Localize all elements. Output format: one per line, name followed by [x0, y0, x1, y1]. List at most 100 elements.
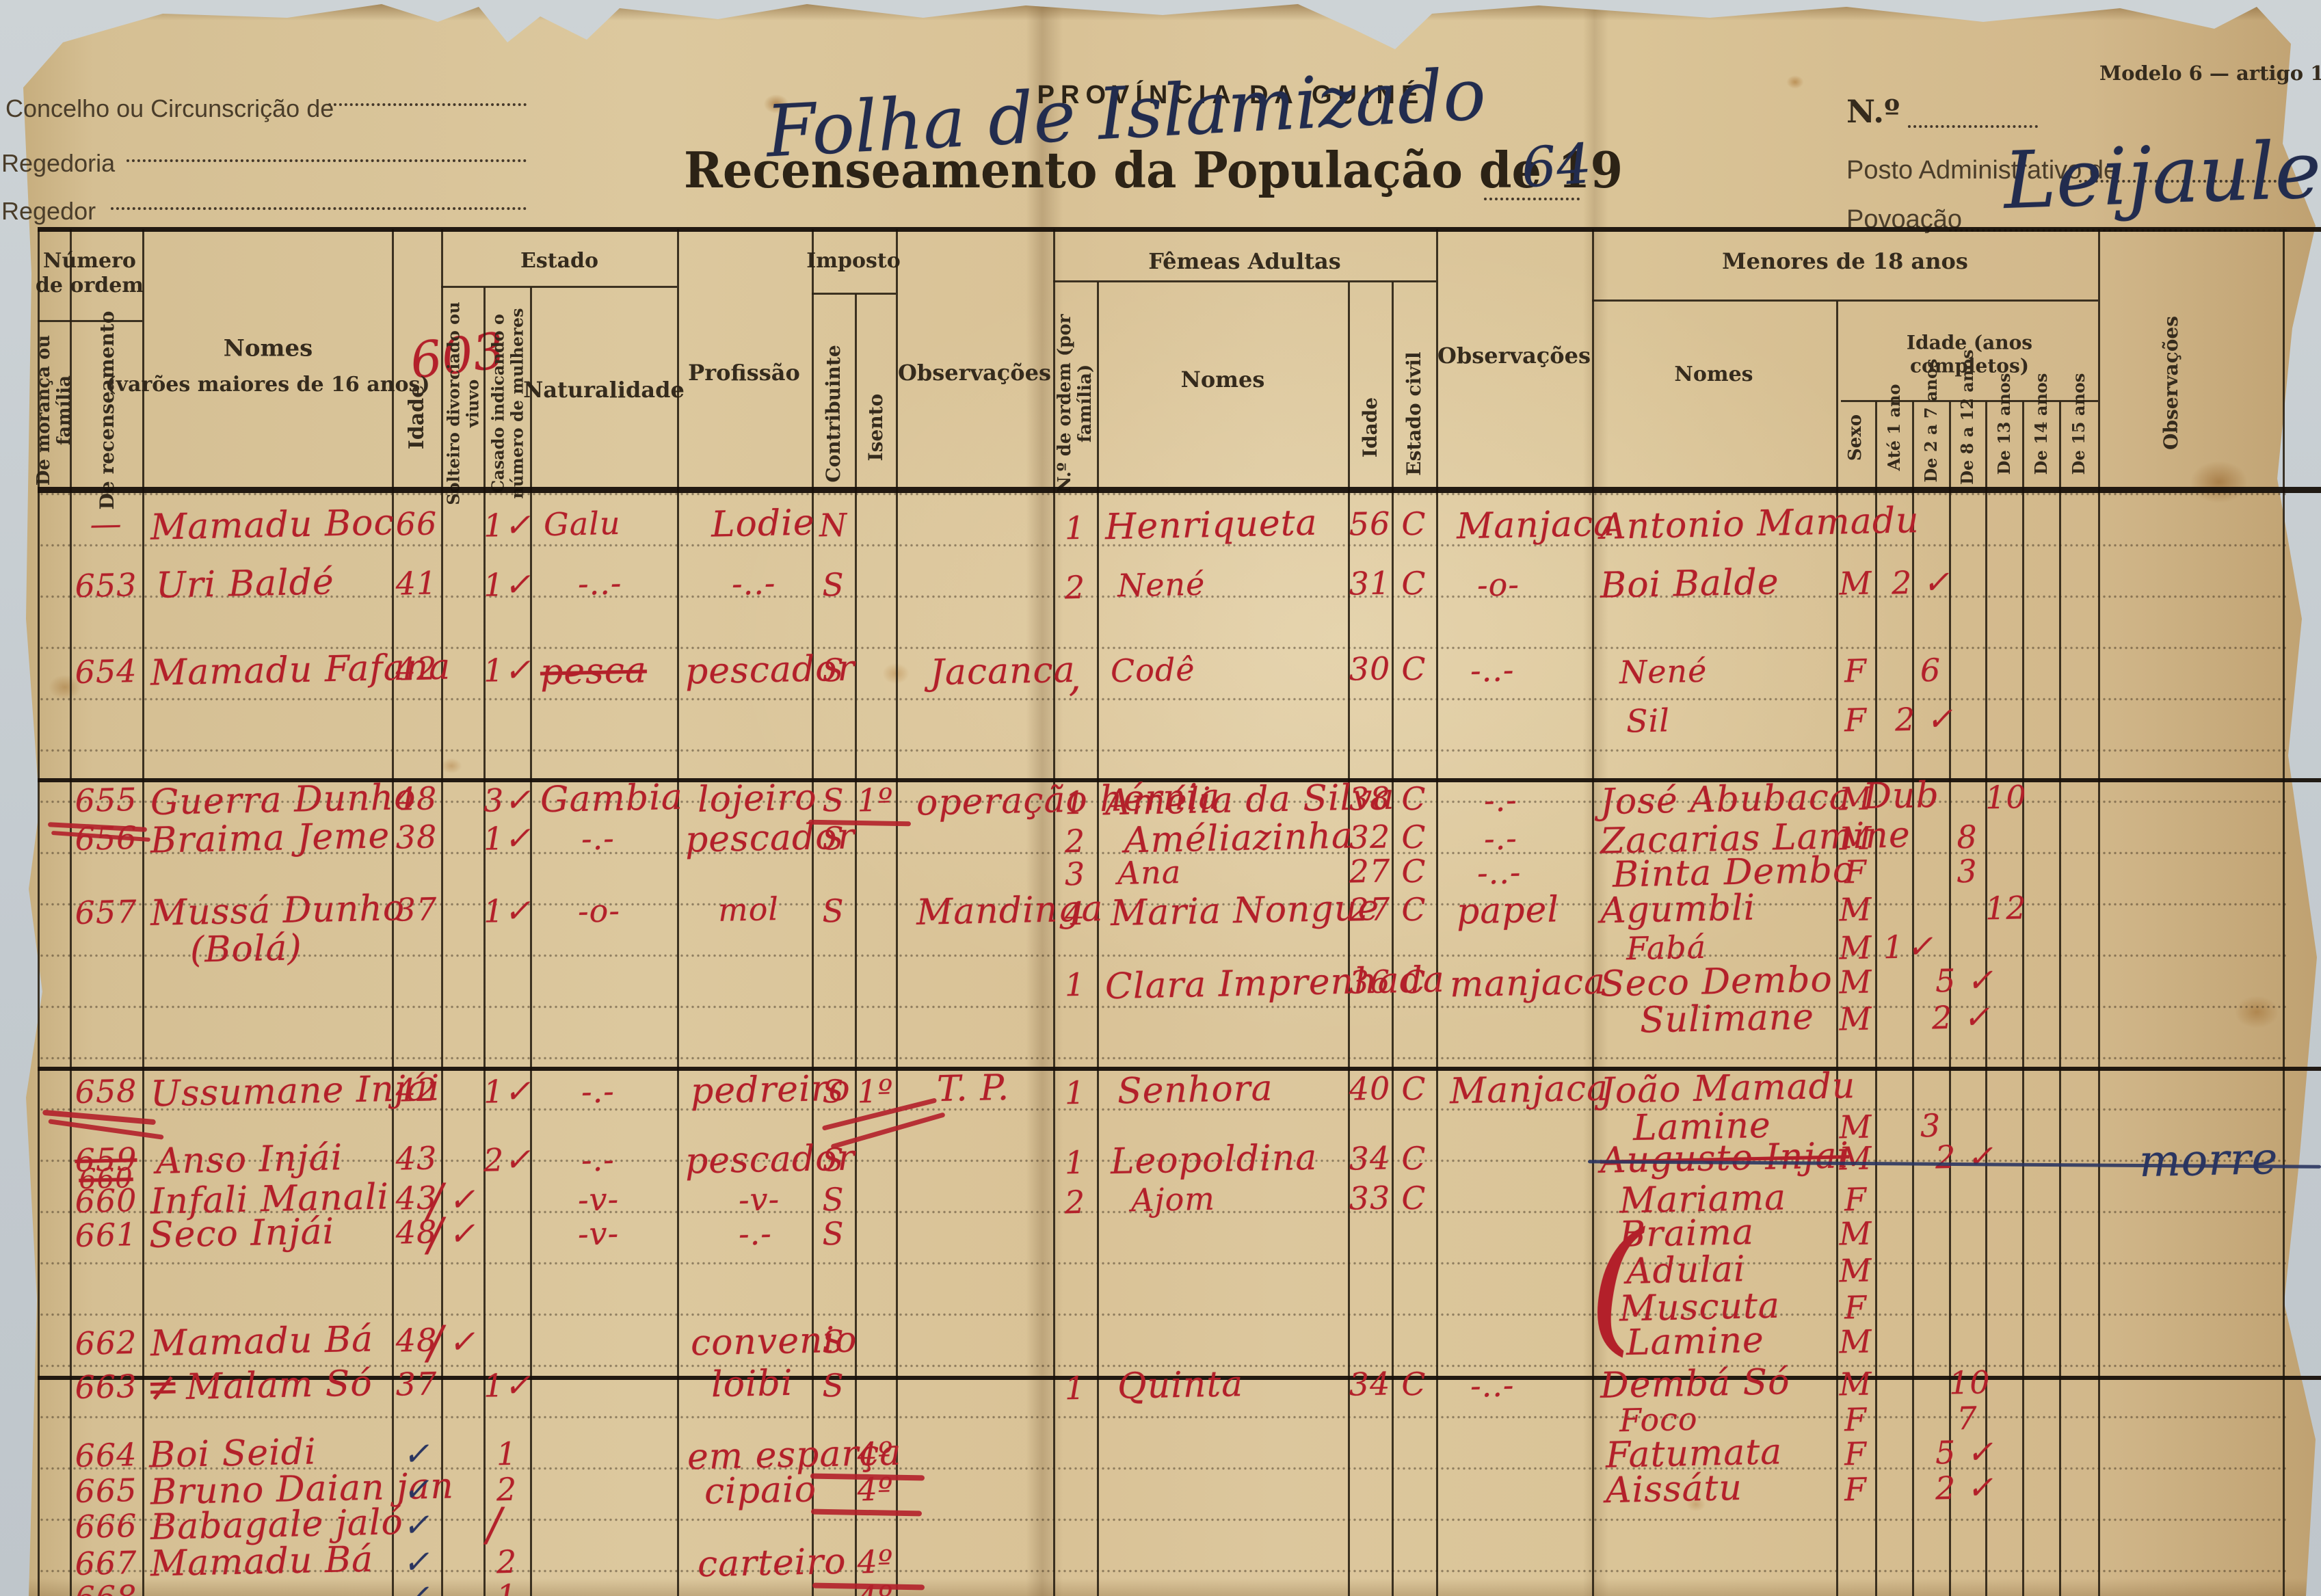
handwritten-entry: 657 [75, 893, 137, 932]
col-header-nomes-varoes-sub: (varões maiores de 16 anos) [106, 373, 430, 397]
handwritten-entry: M [1838, 929, 1873, 967]
handwritten-entry: 668 [69, 1578, 142, 1596]
table-column-line [677, 229, 679, 1596]
col-header-naturalidade: Naturalidade [523, 376, 685, 403]
handwritten-entry: M [1838, 963, 1873, 1001]
handwritten-entry: 8 [1956, 819, 1978, 856]
handwritten-entry: morre [2138, 1134, 2279, 1188]
handwritten-entry: Dembá Só [1600, 1361, 1791, 1407]
table-column-line [2022, 401, 2024, 1596]
handwritten-entry: 1 [1064, 1144, 1086, 1182]
handwritten-entry: F [1844, 1289, 1868, 1327]
handwritten-entry: 1 [1064, 1370, 1086, 1407]
handwritten-entry: Nené [1619, 652, 1708, 691]
handwritten-entry: C [1401, 963, 1427, 1001]
field-line-posto [2079, 179, 2287, 183]
handwritten-entry: Lodie [711, 502, 816, 546]
col-header-numero-ordem: Número de ordem [35, 249, 144, 297]
handwritten-entry: 30 [1349, 650, 1391, 689]
col-header-observacoes-2: Observações [1437, 342, 1591, 369]
col-header-de-15: De 15 anos [2069, 373, 2089, 475]
handwritten-entry: 1✓ [483, 1072, 532, 1111]
handwritten-entry: 3✓ [483, 781, 532, 820]
field-label-numero: N.º [1846, 93, 1900, 130]
table-column-line [483, 287, 486, 1596]
handwritten-entry: 38 [1349, 780, 1391, 819]
handwritten-entry: S [821, 1323, 845, 1361]
table-column-line [1836, 301, 1838, 1596]
handwritten-entry: 5 ✓ [1935, 961, 1994, 1000]
handwritten-entry: 41 [395, 564, 438, 603]
table-column-line [142, 229, 144, 1596]
handwritten-entry: 40 [1349, 1069, 1391, 1108]
handwritten-entry: 1✓ [483, 1366, 532, 1405]
handwritten-entry: F [1844, 1181, 1868, 1219]
handwritten-entry: 661 [75, 1216, 137, 1255]
handwritten-entry: M [1838, 1322, 1873, 1361]
field-label-concelho: Concelho ou Circunscrição de [5, 94, 334, 122]
handwritten-entry: 34 [1349, 1365, 1391, 1404]
handwritten-entry: 4º [856, 1435, 894, 1474]
handwritten-entry: ✓ [448, 1323, 477, 1361]
table-column-line [1348, 282, 1350, 1596]
handwritten-entry: C [1401, 565, 1427, 602]
handwritten-entry: 43 [395, 1139, 438, 1178]
handwritten-entry: Ajom [1130, 1180, 1216, 1219]
handwritten-entry: 34 [1349, 1139, 1391, 1178]
handwritten-entry: 4º [856, 1543, 894, 1582]
handwritten-entry: -.- [738, 1214, 773, 1253]
table-column-line [530, 287, 532, 1596]
handwritten-entry: Quinta [1117, 1363, 1244, 1407]
col-header-de-13: De 13 anos [1994, 373, 2015, 475]
handwritten-entry: S [821, 652, 845, 689]
handwritten-entry: Sil [1626, 702, 1671, 741]
handwritten-entry: F [1844, 1471, 1868, 1508]
handwritten-entry: C [1401, 1180, 1427, 1217]
table-column-line [70, 229, 72, 1596]
handwritten-entry: 48 [395, 780, 438, 819]
handwritten-entry: T. P. [936, 1067, 1010, 1110]
handwritten-entry: Uri Baldé [155, 561, 335, 607]
handwritten-entry: M [1838, 1000, 1873, 1038]
handwritten-entry: C [1401, 1070, 1427, 1108]
year-handwritten: 64 [1519, 131, 1593, 200]
handwritten-entry: F [1844, 652, 1868, 690]
handwritten-entry: mol [717, 890, 780, 929]
handwritten-entry: M [1838, 564, 1873, 602]
handwritten-entry: cipaio [704, 1469, 817, 1513]
year-line [1484, 197, 1580, 200]
handwritten-entry: manjaca [1449, 961, 1606, 1006]
handwritten-entry: C [1401, 1366, 1427, 1403]
handwritten-entry: Adulai [1626, 1248, 1747, 1292]
handwritten-entry: 4 [1064, 895, 1086, 933]
handwritten-entry: pesca [540, 650, 648, 693]
col-header-femeas-adultas: Fêmeas Adultas [1148, 248, 1341, 274]
handwritten-entry: Senhora [1117, 1067, 1274, 1113]
table-column-line [2283, 229, 2285, 1596]
handwritten-entry: 1 [1064, 966, 1086, 1004]
table-column-line [1985, 401, 1987, 1596]
table-rule-thick [38, 778, 2321, 782]
handwritten-entry: loibi [711, 1362, 794, 1405]
handwritten-entry: Galu [543, 505, 622, 544]
handwritten-entry: Seco Injái [148, 1210, 335, 1256]
handwritten-entry: 56 [1349, 505, 1391, 544]
table-rule-thick [38, 227, 2321, 232]
handwritten-entry: -.- [581, 1072, 615, 1110]
col-header-menores: Menores de 18 anos [1722, 248, 1968, 274]
handwritten-entry: Henriqueta [1104, 502, 1318, 548]
handwritten-entry: 5 ✓ [1935, 1433, 1994, 1472]
field-label-regedor: Regedor [1, 197, 96, 225]
handwritten-entry: ✓ [448, 1215, 477, 1253]
handwritten-entry: 3 [1064, 855, 1086, 893]
handwritten-entry: S [821, 1215, 845, 1253]
handwritten-entry: S [821, 566, 845, 604]
field-line-concelho [328, 103, 527, 106]
table-rule-thin [38, 320, 142, 322]
col-header-m-idade: Idade (anos completos) [1906, 331, 2033, 377]
col-header-de-moranga: De morança ou família [34, 334, 75, 486]
handwritten-entry: Antonio Mamadu [1600, 499, 1920, 548]
handwritten-entry: M [1838, 1251, 1873, 1290]
handwritten-entry: Aissátu [1605, 1467, 1743, 1511]
handwritten-entry: 10 [1985, 778, 2028, 817]
